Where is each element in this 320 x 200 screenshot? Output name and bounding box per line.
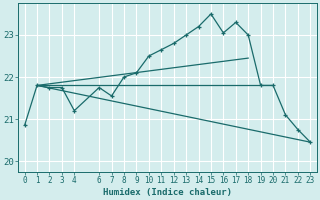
X-axis label: Humidex (Indice chaleur): Humidex (Indice chaleur) bbox=[103, 188, 232, 197]
